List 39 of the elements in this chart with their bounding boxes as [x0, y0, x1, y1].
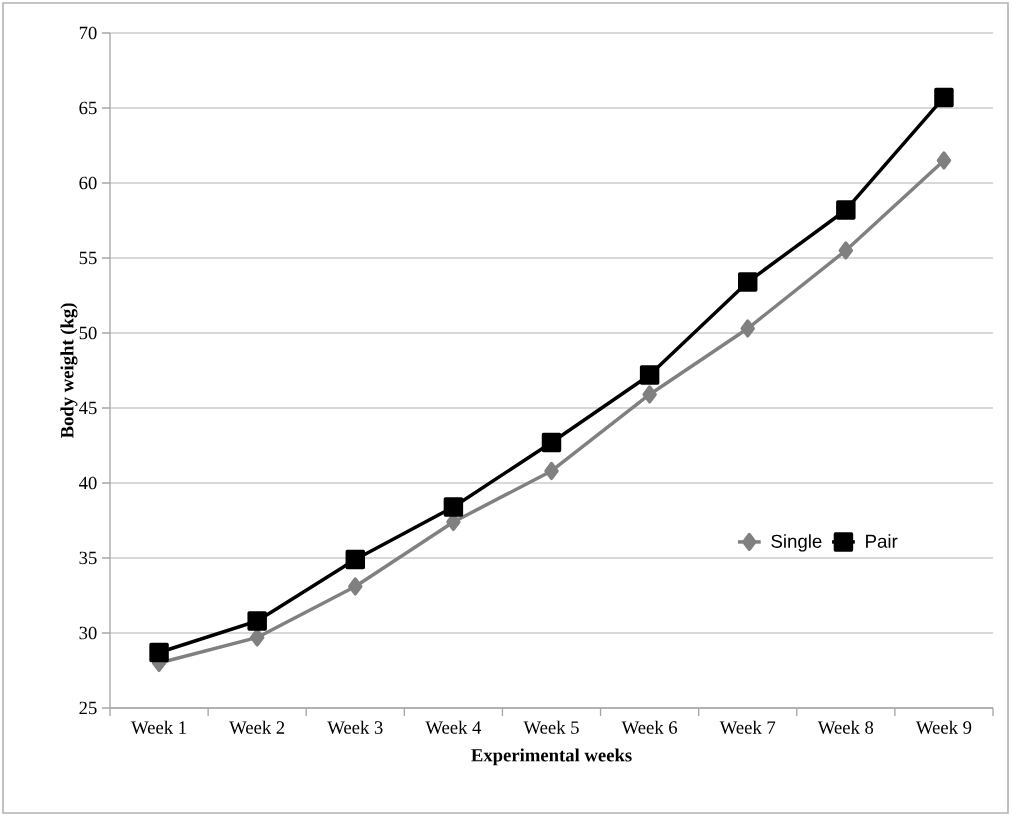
point: [838, 241, 854, 260]
point: [247, 611, 267, 631]
point: [936, 151, 952, 170]
x-tick-label: Week 3: [327, 720, 383, 734]
point: [249, 628, 265, 647]
x-tick-label: Week 6: [621, 720, 678, 734]
x-tick-label: Week 8: [817, 720, 874, 734]
x-axis-title: Experimental weeks: [471, 748, 632, 766]
point: [737, 272, 758, 292]
point: [544, 461, 559, 481]
x-tick-label: Week 7: [719, 720, 776, 734]
y-tick-label: 65: [79, 101, 97, 115]
y-tick-label: 50: [79, 326, 97, 340]
x-tick-label: Week 9: [915, 720, 972, 734]
y-tick-label: 30: [79, 626, 97, 640]
point: [934, 87, 954, 108]
x-tick-label: Week 1: [131, 720, 186, 734]
point: [639, 365, 660, 385]
point: [836, 200, 856, 220]
point: [541, 432, 562, 453]
x-tick-label: Week 2: [229, 720, 285, 734]
y-tick-label: 25: [79, 701, 97, 715]
x-tick-label: Week 4: [425, 720, 482, 734]
point: [348, 577, 363, 596]
point: [443, 497, 464, 517]
point: [642, 385, 657, 404]
y-tick-label: 70: [79, 26, 97, 40]
y-tick-label: 60: [79, 176, 97, 190]
point: [149, 642, 169, 663]
legend-label: Single: [771, 534, 822, 552]
y-tick-label: 55: [79, 251, 97, 265]
y-tick-label: 35: [79, 551, 97, 565]
y-axis-title: Body weight (kg): [60, 303, 78, 439]
y-tick-label: 45: [78, 401, 97, 415]
x-tick-label: Week 5: [523, 720, 579, 734]
y-tick-label: 40: [78, 476, 97, 490]
point: [740, 319, 755, 338]
legend-label: Pair: [866, 534, 898, 548]
point: [345, 549, 366, 570]
